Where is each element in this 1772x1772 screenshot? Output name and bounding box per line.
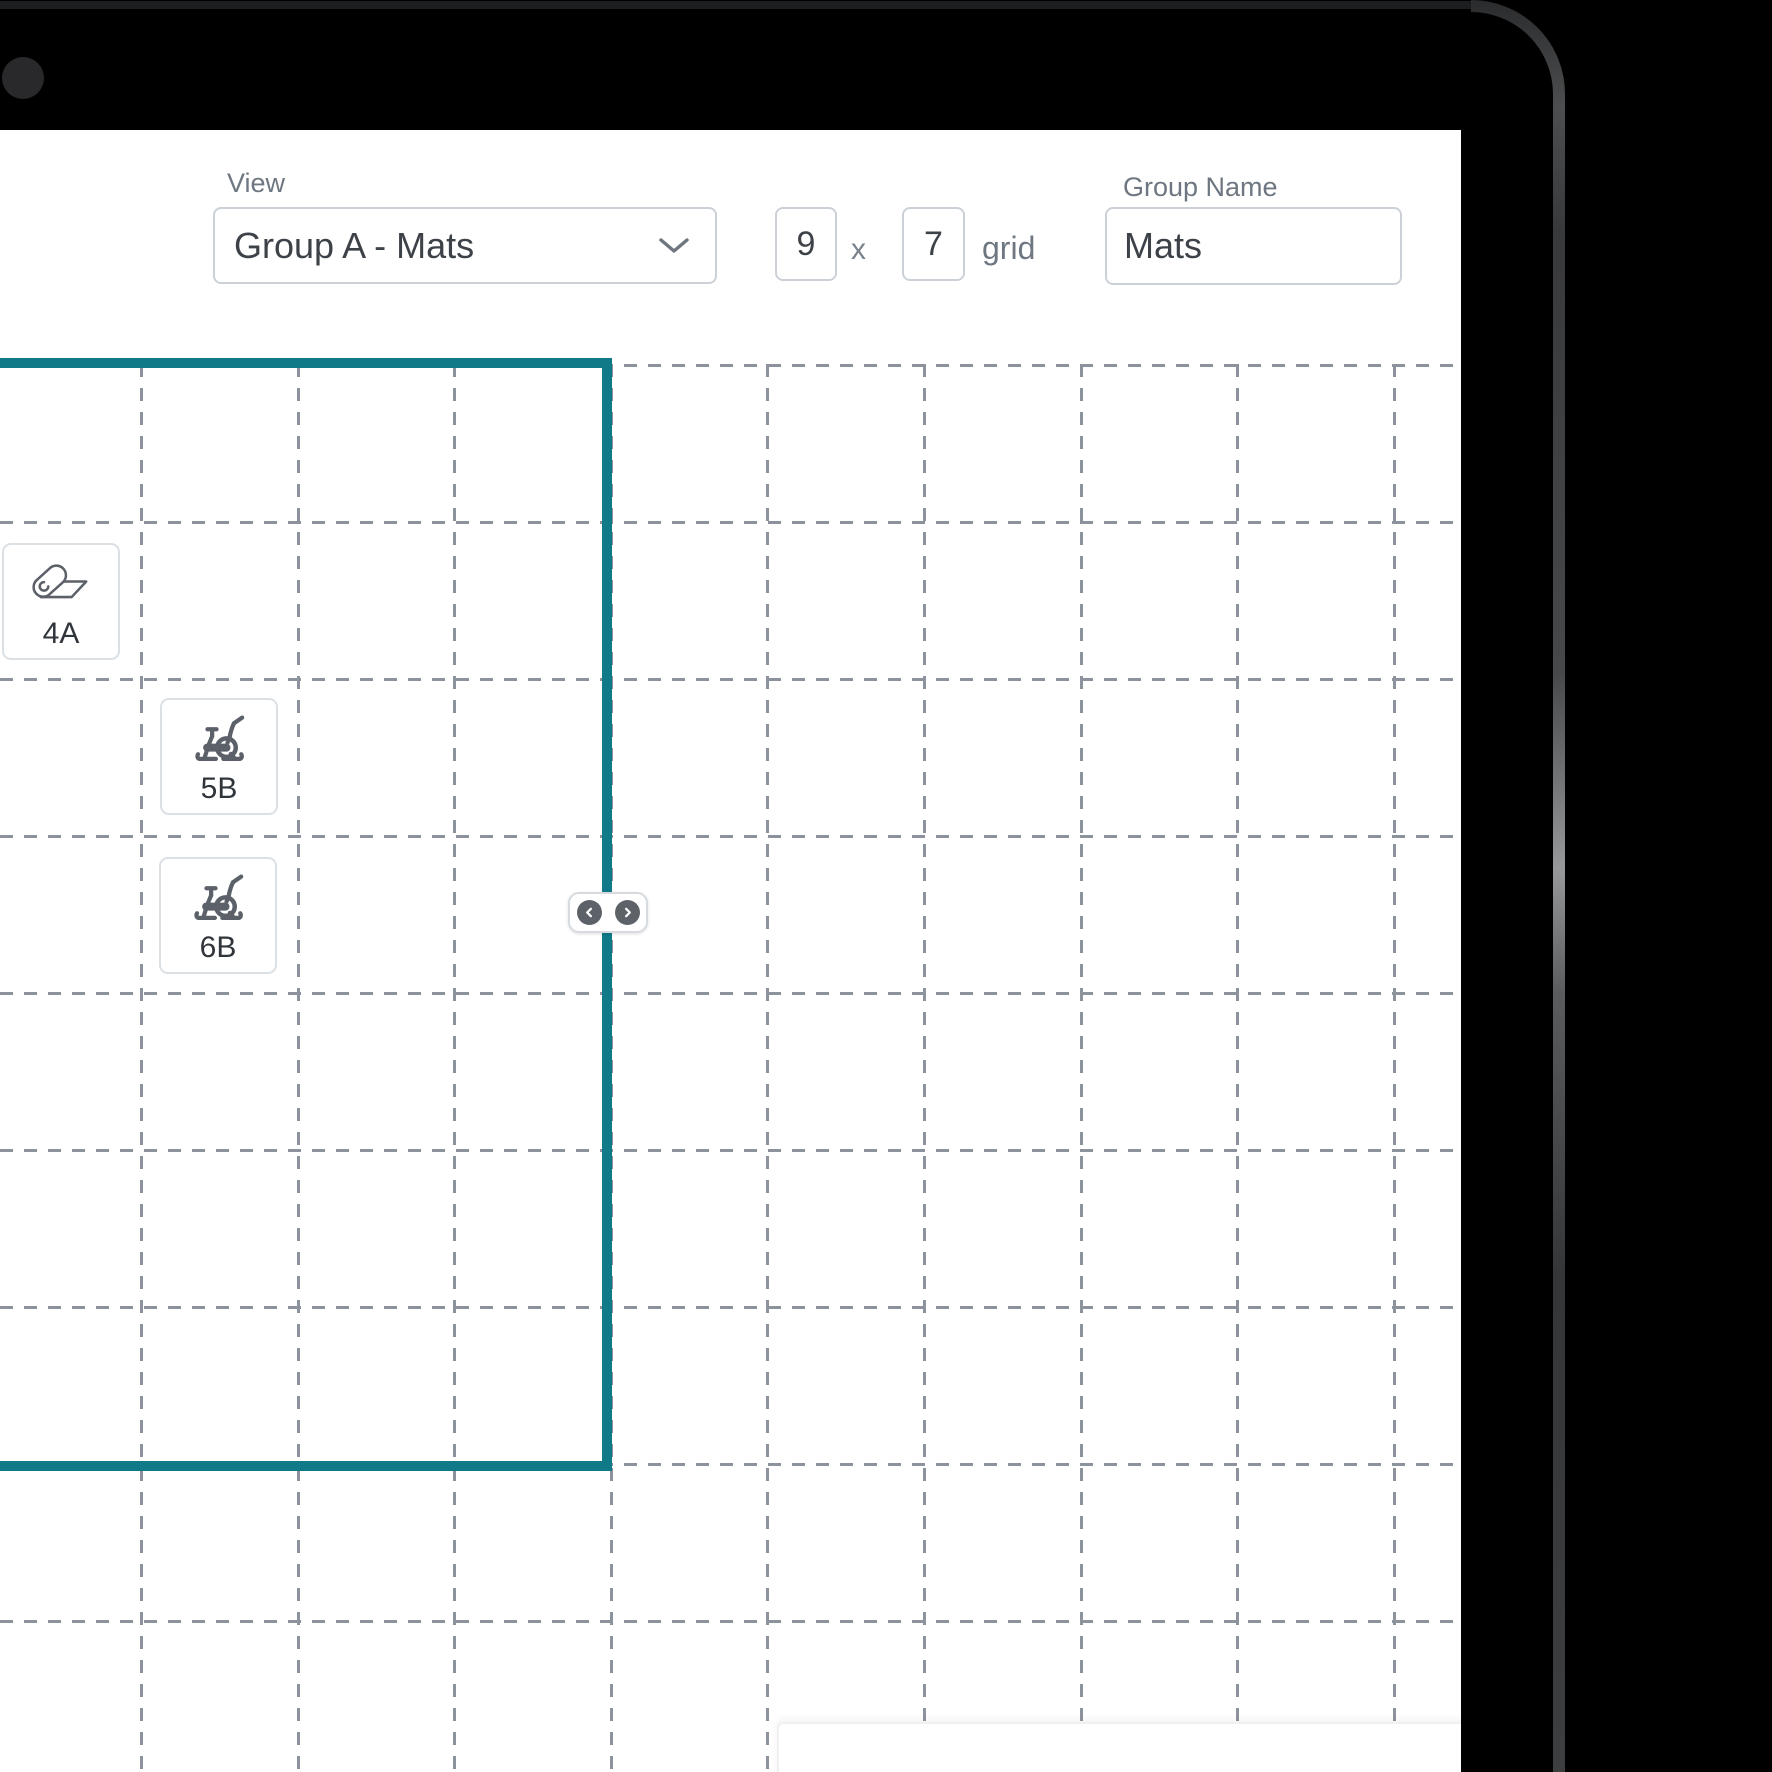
chevron-down-icon — [657, 236, 691, 256]
grid-line-vertical — [140, 364, 143, 1772]
grid-line-vertical — [766, 364, 770, 1772]
shrink-left-arrow-button[interactable] — [576, 900, 602, 925]
chevron-right-icon — [624, 907, 631, 918]
equipment-tile-6b[interactable]: 6B — [159, 857, 277, 974]
equipment-tile-4a[interactable]: 4A — [2, 543, 120, 660]
camera-dot — [2, 57, 44, 99]
grid-line-vertical — [1079, 364, 1083, 1772]
chevron-left-icon — [585, 907, 592, 918]
grid-line-vertical — [1236, 364, 1240, 1772]
equipment-tile-5b[interactable]: 5B — [160, 698, 278, 815]
group-edge-arrow-pill — [568, 892, 648, 933]
equipment-tile-label: 6B — [199, 931, 237, 964]
grid-line-horizontal — [0, 521, 1461, 524]
grid-line-horizontal — [0, 1149, 1461, 1152]
grid-line-vertical — [453, 364, 457, 1772]
grid-suffix-label: grid — [982, 230, 1036, 266]
yoga-mat-icon — [4, 545, 118, 619]
grid-cols-input[interactable] — [775, 207, 837, 281]
group-name-label: Group Name — [1123, 172, 1278, 202]
grid-line-horizontal — [0, 1463, 1461, 1466]
grid-line-horizontal — [0, 992, 1461, 995]
grid-line-horizontal — [0, 678, 1461, 681]
grid-separator: x — [851, 233, 866, 266]
bottom-panel — [777, 1722, 1461, 1772]
grid-line-horizontal — [0, 1620, 1461, 1623]
group-name-input[interactable] — [1105, 207, 1402, 285]
view-select-value: Group A - Mats — [234, 224, 475, 266]
grid-line-horizontal — [0, 1306, 1461, 1309]
app-screen: View Group A - Mats x grid Group Name 4 — [0, 130, 1461, 1772]
group-selection-outline — [0, 358, 612, 1471]
expand-right-arrow-button[interactable] — [614, 900, 640, 925]
equipment-tile-label: 4A — [42, 617, 80, 650]
grid-line-horizontal — [0, 835, 1461, 838]
exercise-bike-icon — [162, 700, 276, 774]
grid-line-vertical — [296, 364, 300, 1772]
exercise-bike-icon — [161, 859, 275, 933]
grid-line-vertical — [923, 364, 926, 1772]
grid-line-vertical — [1392, 364, 1396, 1772]
view-label: View — [227, 168, 286, 198]
equipment-tile-label: 5B — [200, 772, 238, 805]
grid-line-horizontal — [0, 364, 1461, 367]
grid-rows-input[interactable] — [902, 207, 965, 281]
view-select-dropdown[interactable]: Group A - Mats — [213, 207, 717, 284]
